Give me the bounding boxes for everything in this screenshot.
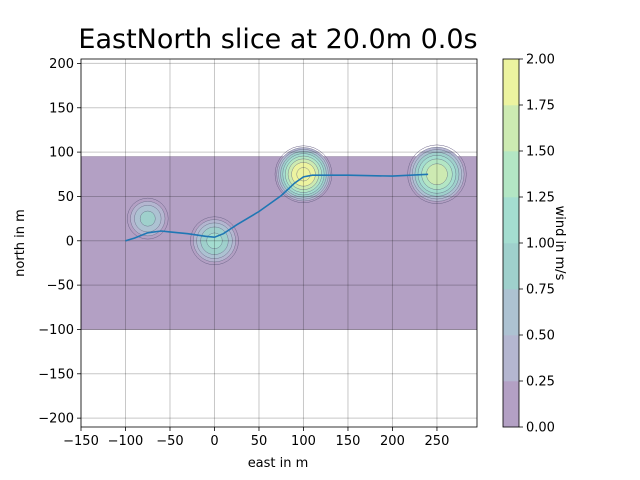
x-tick-label: 250 xyxy=(425,434,450,449)
colorbar: 0.00 0.25 0.50 0.75 1.00 1.25 1.50 1.75 2.00 xyxy=(502,53,555,436)
x-axis-label: east in m xyxy=(248,456,309,471)
x-tick-label: −50 xyxy=(156,434,183,449)
x-tick-label: 50 xyxy=(251,434,268,449)
plot-frame xyxy=(80,58,478,428)
x-tick-label: 0 xyxy=(210,434,218,449)
chart-title: EastNorth slice at 20.0m 0.0s xyxy=(78,24,477,55)
colorbar-band xyxy=(503,289,519,336)
y-tick-label: −50 xyxy=(47,279,74,294)
colorbar-tick-label: 2.00 xyxy=(526,53,555,68)
y-tick-label: −150 xyxy=(38,367,74,382)
y-tick-label: 200 xyxy=(49,57,74,72)
y-tick-label: 0 xyxy=(66,234,74,249)
colorbar-label: wind in m/s xyxy=(552,206,567,281)
colorbar-band xyxy=(503,105,519,152)
contour-outline xyxy=(407,144,467,204)
y-tick-label: −100 xyxy=(38,323,74,338)
trajectory-line xyxy=(125,173,429,242)
x-tick-label: 150 xyxy=(336,434,361,449)
contour-outline xyxy=(127,197,169,240)
colorbar-tick-label: 1.75 xyxy=(526,99,555,114)
plot-area xyxy=(80,58,478,428)
x-tick-label: 100 xyxy=(291,434,316,449)
contour-outline xyxy=(190,216,239,266)
contour-band xyxy=(139,210,156,227)
colorbar-band xyxy=(503,59,519,106)
colorbar-band xyxy=(503,197,519,244)
colorbar-tick-label: 0.75 xyxy=(526,283,555,298)
colorbar-tick-label: 0.25 xyxy=(526,375,555,390)
x-tick-label: −150 xyxy=(63,434,99,449)
x-tick-label: 200 xyxy=(380,434,405,449)
colorbar-band xyxy=(503,335,519,382)
colorbar-tick-label: 0.50 xyxy=(526,329,555,344)
y-axis-label: north in m xyxy=(13,209,28,277)
y-tick-label: 150 xyxy=(49,101,74,116)
wind-peak xyxy=(190,216,239,266)
y-tick-label: 100 xyxy=(49,146,74,161)
x-axis: −150 −100 −50 0 50 100 150 200 250 xyxy=(63,427,449,449)
colorbar-tick-label: 0.00 xyxy=(526,421,555,436)
contour-band xyxy=(296,167,311,182)
y-axis: −200 −150 −100 −50 0 50 100 150 200 xyxy=(38,57,81,427)
colorbar-band xyxy=(503,381,519,428)
wind-peak xyxy=(127,197,169,240)
y-tick-label: 50 xyxy=(57,190,74,205)
contour-outline xyxy=(274,145,333,204)
colorbar-tick-label: 1.25 xyxy=(526,191,555,206)
colorbar-band xyxy=(503,243,519,290)
colorbar-tick-label: 1.00 xyxy=(526,237,555,252)
y-tick-label: −200 xyxy=(38,412,74,427)
x-tick-label: −100 xyxy=(108,434,144,449)
colorbar-tick-label: 1.50 xyxy=(526,145,555,160)
wind-peak xyxy=(407,144,467,204)
colorbar-band xyxy=(503,151,519,198)
